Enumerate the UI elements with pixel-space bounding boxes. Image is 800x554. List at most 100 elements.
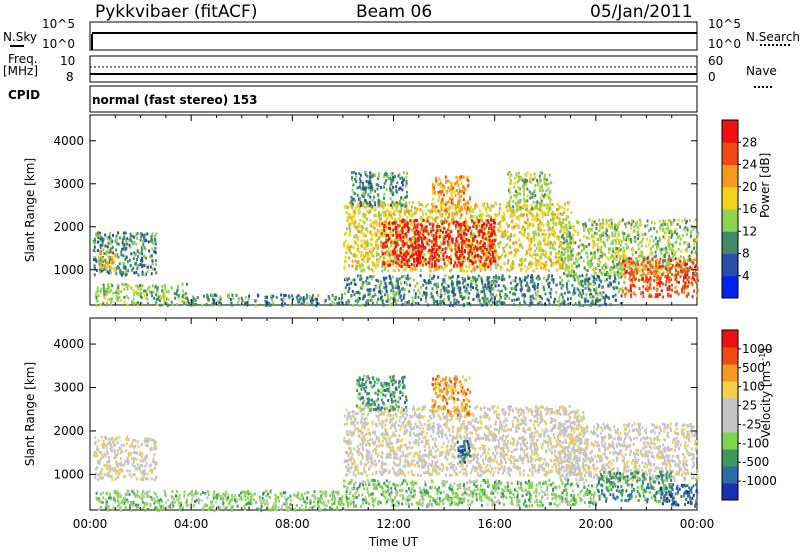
data-cell [406,301,409,304]
data-cell [376,234,379,238]
data-cell [129,264,132,268]
data-cell [566,287,569,291]
data-cell [530,205,533,209]
data-cell [333,302,336,306]
data-cell [338,301,341,305]
data-cell [614,298,617,302]
data-cell [386,293,389,297]
data-cell [643,255,646,259]
data-cell [595,227,598,230]
data-cell [514,240,517,244]
data-cell [615,247,618,251]
data-cell [93,242,96,246]
data-cell [599,237,602,241]
data-cell [371,187,374,191]
data-cell [691,295,694,299]
data-cell [483,202,485,206]
data-cell [466,206,469,210]
data-cell [384,230,387,234]
data-cell [264,299,267,303]
data-cell [583,244,585,248]
data-cell [368,267,371,271]
data-cell [568,273,571,277]
data-cell [553,297,556,301]
data-cell [345,219,348,222]
data-cell [421,210,424,214]
data-cell [469,239,472,243]
data-cell [433,186,436,190]
data-cell [684,248,687,252]
data-cell [602,218,605,222]
data-cell [117,255,120,259]
data-cell [618,249,621,253]
data-cell [568,220,571,224]
data-cell [368,249,371,253]
data-cell [588,231,591,235]
data-cell [568,224,571,228]
data-cell [537,241,540,245]
data-cell [345,231,348,235]
data-cell [642,279,645,283]
data-cell [402,171,405,175]
data-cell [471,252,474,256]
data-cell [437,209,440,213]
data-cell [450,194,453,198]
data-cell [192,296,195,300]
data-cell [463,240,466,244]
data-cell [646,288,649,292]
data-cell [461,262,463,266]
data-cell [214,293,217,297]
data-cell [630,240,633,244]
data-cell [353,219,356,223]
data-cell [532,235,535,239]
data-cell [622,237,625,241]
data-cell [454,244,457,247]
data-cell [343,292,346,295]
data-cell [612,255,615,259]
data-cell [665,279,668,283]
data-cell [585,251,588,255]
data-cell [561,213,564,216]
data-cell [491,235,494,238]
data-cell [346,278,349,282]
data-cell [649,247,652,251]
data-cell [626,258,629,262]
data-cell [489,253,492,256]
data-cell [494,249,497,253]
data-cell [357,264,360,268]
data-cell [425,262,427,266]
data-cell [648,294,651,298]
data-cell [570,267,573,271]
data-cell [445,181,447,184]
data-cell [363,205,366,209]
data-cell [356,186,359,190]
data-cell [102,284,105,288]
data-cell [526,289,529,293]
data-cell [489,241,492,245]
data-cell [395,190,398,194]
data-cell [499,225,502,229]
data-cell [617,271,620,275]
data-cell [539,248,542,252]
data-cell [660,223,663,227]
data-cell [117,289,120,293]
data-cell [395,188,398,192]
data-cell [551,203,554,207]
data-cell [99,237,102,241]
data-cell [502,246,505,250]
data-cell [658,281,661,285]
data-cell [475,282,478,286]
data-cell [498,221,501,225]
data-cell [125,270,127,273]
data-cell [489,262,492,266]
data-cell [559,212,562,216]
data-cell [437,259,440,263]
data-cell [441,248,444,252]
data-cell [369,181,372,185]
data-cell [367,186,370,190]
data-cell [362,254,365,257]
data-cell [383,262,386,266]
data-cell [351,264,354,268]
data-cell [360,250,363,254]
data-cell [476,217,479,221]
